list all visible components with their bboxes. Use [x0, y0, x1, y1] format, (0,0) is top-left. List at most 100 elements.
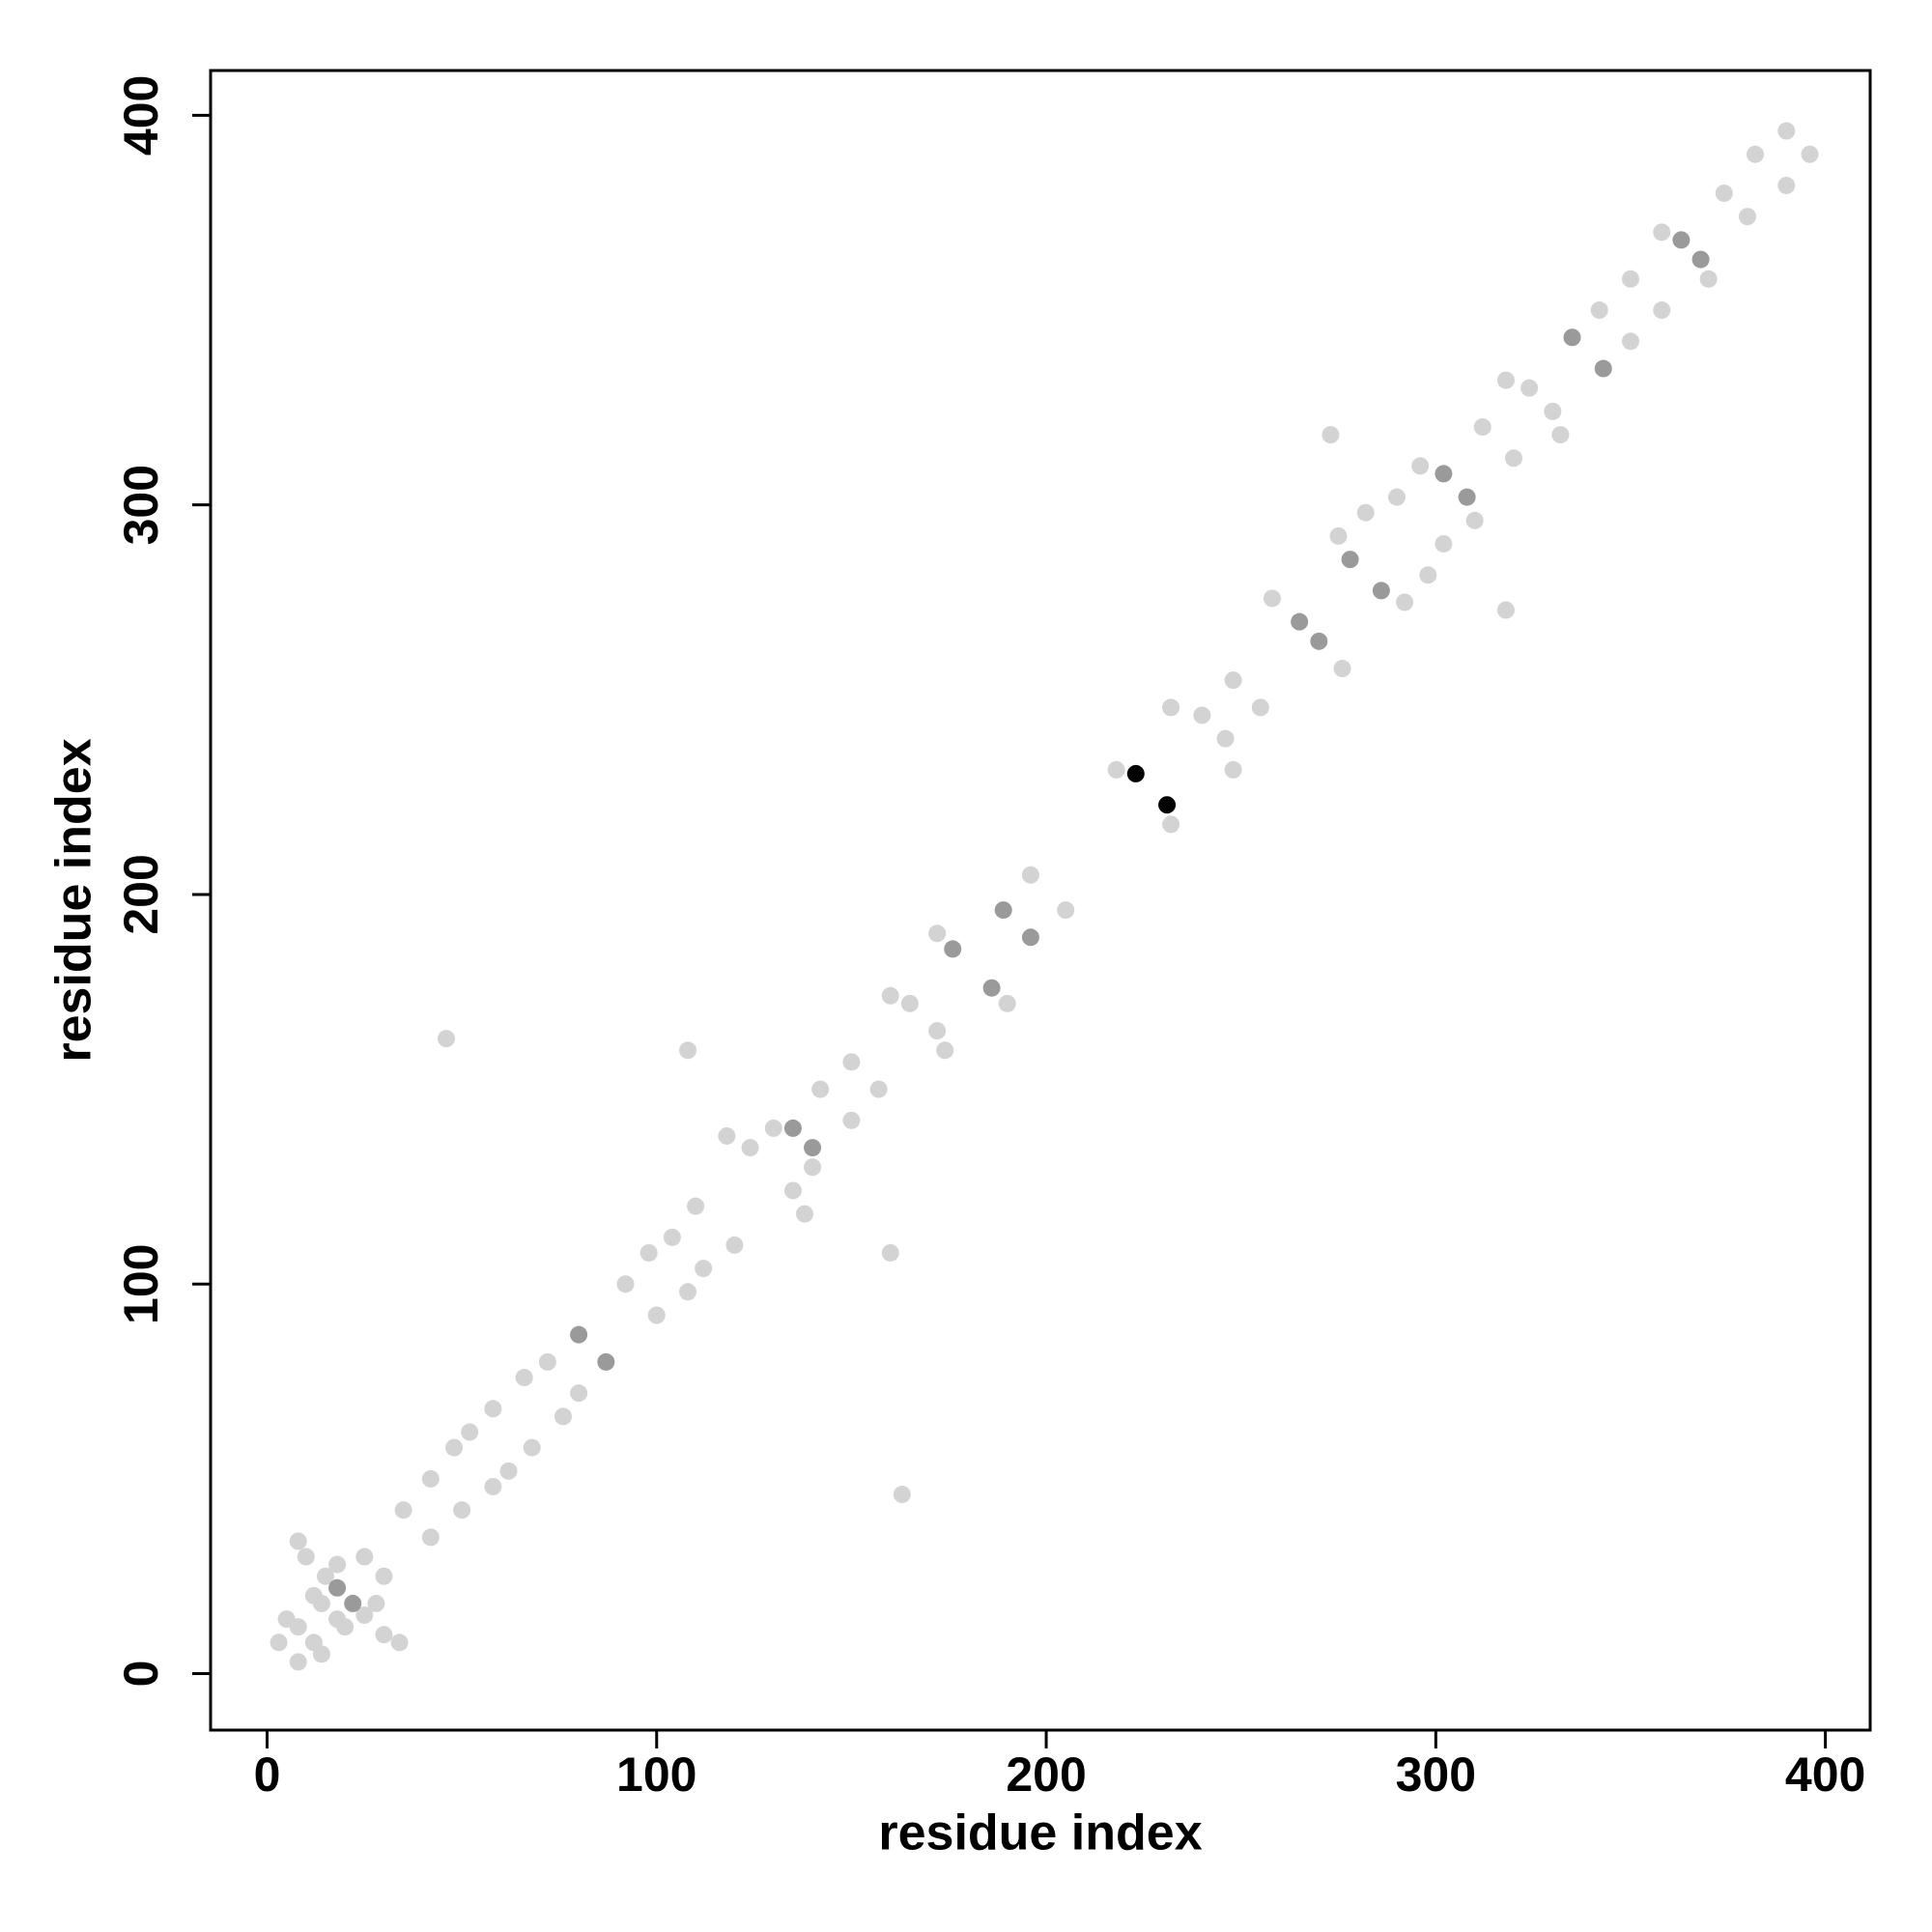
point [484, 1477, 502, 1495]
point [1329, 526, 1348, 545]
point [1621, 270, 1639, 288]
point [741, 1139, 759, 1157]
point [445, 1438, 464, 1457]
point [1473, 418, 1492, 437]
point [1496, 601, 1515, 619]
point [1216, 729, 1235, 748]
point [270, 1634, 288, 1652]
point [344, 1594, 362, 1612]
point [375, 1567, 393, 1585]
point [1263, 589, 1281, 608]
point [304, 1634, 323, 1652]
point [1621, 332, 1639, 351]
point [1590, 301, 1608, 320]
point [1333, 660, 1351, 678]
point [538, 1352, 556, 1371]
point [1551, 426, 1570, 444]
point [1193, 706, 1211, 724]
point [928, 1022, 947, 1040]
point [297, 1548, 315, 1566]
point [804, 1139, 822, 1157]
point [1544, 402, 1562, 420]
y-tick-label: 300 [114, 465, 168, 545]
point [842, 1053, 861, 1071]
point [842, 1111, 861, 1129]
point [499, 1462, 518, 1480]
point [1372, 582, 1390, 600]
point [994, 901, 1012, 920]
point [1653, 301, 1671, 320]
x-tick-label: 0 [254, 1747, 281, 1802]
point [616, 1275, 635, 1293]
point [783, 1181, 802, 1200]
point [1411, 457, 1430, 475]
point [1563, 328, 1581, 347]
point [928, 924, 947, 943]
point [900, 994, 919, 1012]
point [1419, 566, 1437, 584]
point [982, 979, 1001, 997]
point [1126, 764, 1145, 782]
point [461, 1423, 479, 1441]
point [421, 1469, 440, 1488]
x-tick-label: 200 [1006, 1747, 1086, 1802]
point [998, 994, 1016, 1012]
point [484, 1400, 502, 1418]
point [1251, 698, 1269, 717]
point [437, 1030, 455, 1048]
point [1747, 145, 1765, 163]
point [289, 1532, 307, 1550]
point [289, 1618, 307, 1636]
point [1321, 426, 1340, 444]
point [1738, 208, 1756, 226]
point [718, 1126, 736, 1145]
point [811, 1080, 830, 1098]
point [1520, 379, 1539, 397]
point [679, 1283, 697, 1301]
point [1715, 185, 1733, 203]
point [893, 1486, 911, 1504]
point [421, 1528, 440, 1547]
point [1021, 928, 1039, 947]
point [639, 1243, 658, 1262]
point [687, 1197, 705, 1215]
point [1388, 488, 1406, 506]
point [804, 1158, 822, 1177]
point [1672, 231, 1690, 249]
point [375, 1626, 393, 1644]
point [570, 1325, 588, 1344]
point [328, 1555, 347, 1574]
x-axis-title: residue index [878, 1805, 1202, 1861]
point [1653, 223, 1671, 242]
y-tick-label: 400 [114, 75, 168, 156]
point [1777, 122, 1796, 140]
point [647, 1306, 666, 1324]
point [316, 1567, 334, 1585]
point [1435, 465, 1453, 483]
point [367, 1594, 385, 1612]
point [936, 1041, 954, 1060]
point [679, 1041, 697, 1060]
x-tick-label: 400 [1785, 1747, 1865, 1802]
point [764, 1119, 782, 1137]
point [1458, 488, 1476, 506]
point [515, 1369, 533, 1387]
y-tick-label: 0 [114, 1661, 168, 1688]
point [1356, 503, 1375, 522]
point [783, 1119, 802, 1137]
point [869, 1080, 888, 1098]
point [1162, 815, 1180, 834]
point [328, 1578, 347, 1597]
point [453, 1501, 471, 1520]
point [570, 1384, 588, 1403]
point [1435, 534, 1453, 553]
point [328, 1610, 347, 1629]
point [1291, 612, 1309, 631]
point [355, 1606, 374, 1625]
point [695, 1260, 713, 1278]
plot-frame [209, 69, 1872, 1732]
point [1224, 671, 1242, 690]
point [1341, 551, 1359, 569]
point [1162, 698, 1180, 717]
